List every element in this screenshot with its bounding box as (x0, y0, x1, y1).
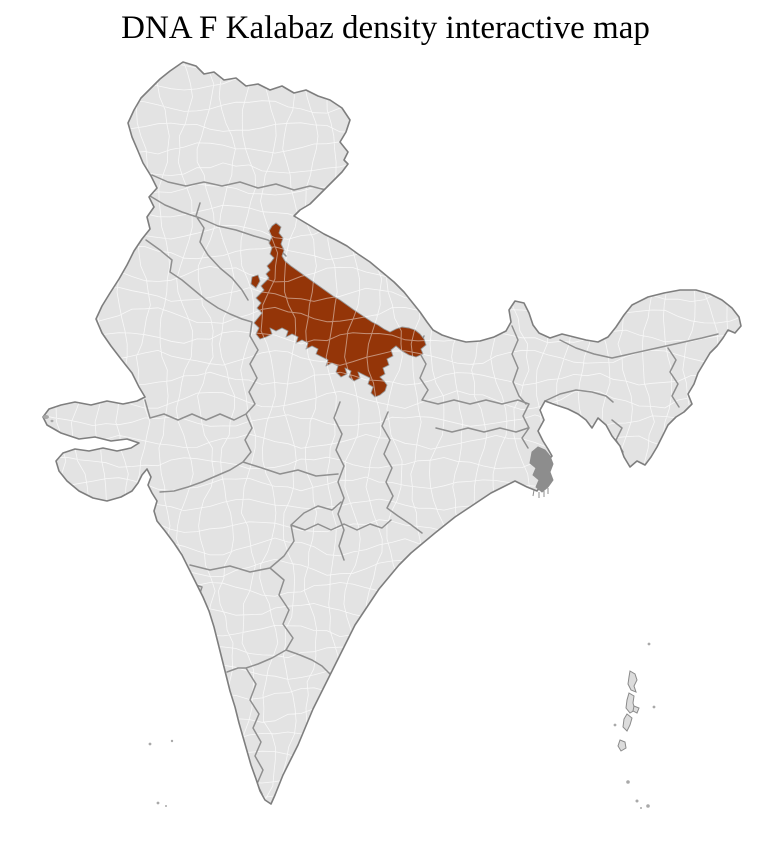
kutch-islets (43, 415, 54, 423)
highlighted-region-fragment[interactable] (250, 274, 261, 289)
page-title: DNA F Kalabaz density interactive map (121, 10, 650, 46)
country-outline (42, 61, 742, 805)
highlighted-region-shape[interactable] (253, 222, 427, 398)
lakshadweep-islands[interactable] (148, 739, 174, 807)
india-landmass[interactable] (43, 62, 741, 804)
andaman-nicobar-islands[interactable] (613, 642, 656, 809)
state-borders (144, 174, 719, 795)
delta-shading (529, 446, 554, 498)
